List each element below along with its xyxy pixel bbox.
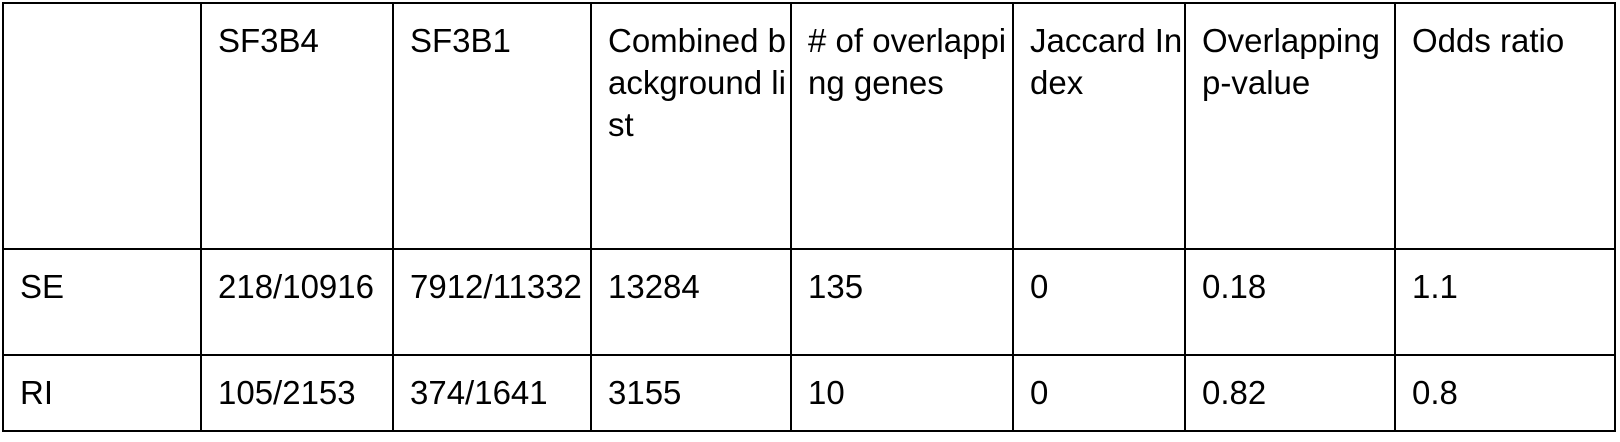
header-cell-jaccard: Jaccard Index (1012, 2, 1186, 250)
cell-jaccard: 0 (1012, 248, 1186, 356)
table-row: SE 218/10916 7912/11332 13284 135 0 0.18… (2, 248, 1616, 356)
cell-sf3b1: 7912/11332 (392, 248, 592, 356)
cell-overlap: 10 (790, 354, 1014, 432)
cell-overlap: 135 (790, 248, 1014, 356)
row-label: SE (2, 248, 202, 356)
header-cell-odds: Odds ratio (1394, 2, 1616, 250)
header-cell-pvalue: Overlapping p-value (1184, 2, 1396, 250)
cell-background: 13284 (590, 248, 792, 356)
cell-odds: 1.1 (1394, 248, 1616, 356)
cell-jaccard: 0 (1012, 354, 1186, 432)
row-label: RI (2, 354, 202, 432)
table-row: RI 105/2153 374/1641 3155 10 0 0.82 0.8 (2, 354, 1616, 432)
cell-background: 3155 (590, 354, 792, 432)
overlap-table: SF3B4 SF3B1 Combined background list # o… (2, 2, 1616, 432)
cell-odds: 0.8 (1394, 354, 1616, 432)
cell-sf3b4: 105/2153 (200, 354, 394, 432)
cell-pvalue: 0.18 (1184, 248, 1396, 356)
header-cell-sf3b4: SF3B4 (200, 2, 394, 250)
cell-sf3b1: 374/1641 (392, 354, 592, 432)
header-cell-empty (2, 2, 202, 250)
cell-sf3b4: 218/10916 (200, 248, 394, 356)
header-row: SF3B4 SF3B1 Combined background list # o… (2, 2, 1616, 250)
header-cell-sf3b1: SF3B1 (392, 2, 592, 250)
header-cell-overlap: # of overlapping genes (790, 2, 1014, 250)
cell-pvalue: 0.82 (1184, 354, 1396, 432)
header-cell-background: Combined background list (590, 2, 792, 250)
